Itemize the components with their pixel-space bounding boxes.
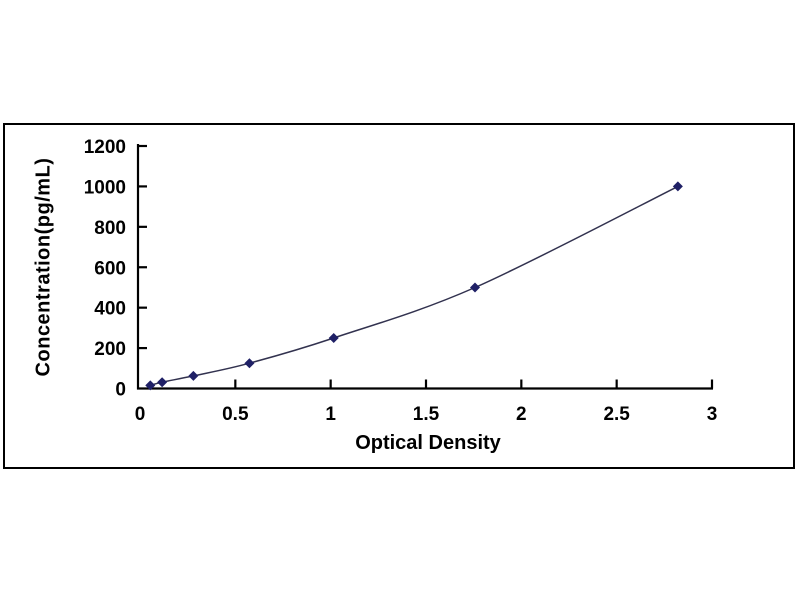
x-tick-label: 2.5: [603, 404, 630, 425]
y-tick-label: 1200: [84, 137, 126, 158]
y-tick-label: 200: [94, 339, 126, 360]
chart-outer-frame: [3, 123, 795, 469]
y-tick-label: 800: [94, 218, 126, 239]
y-tick-label: 0: [115, 380, 126, 401]
x-tick-label: 3: [707, 404, 718, 425]
x-tick-label: 1.5: [413, 404, 440, 425]
x-axis-title: Optical Density: [355, 432, 501, 454]
standard-curve-line: [150, 185, 679, 387]
y-tick-label: 400: [94, 299, 126, 320]
y-tick-label: 600: [94, 258, 126, 279]
data-point-marker: [188, 370, 199, 381]
data-point-marker: [672, 181, 683, 192]
x-tick-label: 0.5: [222, 404, 249, 425]
y-tick-label: 1000: [84, 177, 126, 198]
data-point-marker: [328, 332, 339, 343]
y-axis-title-text: Concentration(pg/mL): [32, 157, 55, 377]
data-point-marker: [145, 380, 156, 391]
data-point-marker: [244, 358, 255, 369]
x-tick-label: 2: [516, 404, 527, 425]
data-point-marker: [157, 377, 168, 388]
x-tick-label: 1: [325, 404, 336, 425]
data-point-marker: [470, 282, 481, 293]
x-tick-label: 0: [135, 404, 146, 425]
